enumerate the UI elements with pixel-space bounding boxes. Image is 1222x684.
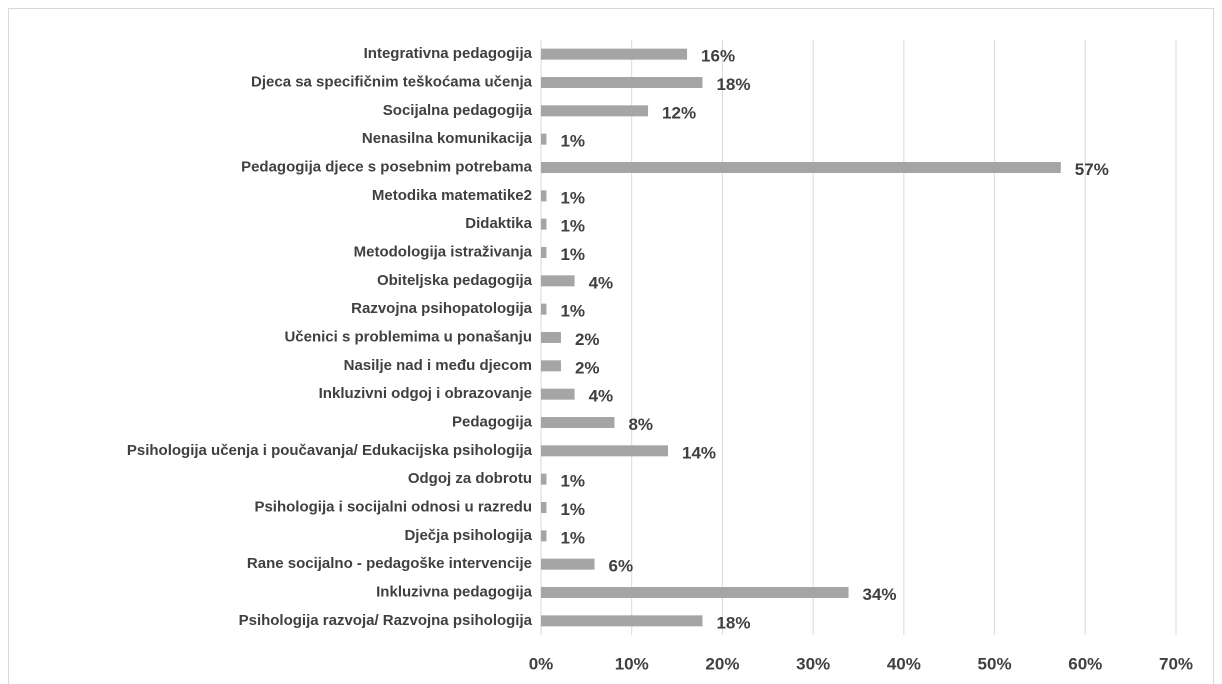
category-label: Inkluzivna pedagogija [376,583,533,600]
bar [541,502,547,513]
data-label: 18% [716,613,750,632]
x-tick-label: 30% [796,654,830,673]
data-label: 6% [609,557,634,576]
data-label: 34% [863,585,897,604]
data-label: 1% [560,500,585,519]
category-label: Psihologija razvoja/ Razvojna psihologij… [239,612,533,629]
data-label: 2% [575,358,600,377]
category-label: Rane socijalno - pedagoške intervencije [247,555,532,572]
data-label: 1% [560,217,585,236]
bar [541,162,1061,173]
bar [541,133,547,145]
category-label: Metodika matematike2 [372,187,532,204]
bar [541,473,547,485]
data-label: 18% [716,75,750,94]
bar [541,587,849,598]
bar [541,445,668,457]
category-label: Psihologija učenja i poučavanja/ Edukaci… [127,442,533,459]
data-label: 1% [560,528,585,547]
x-tick-label: 70% [1159,654,1193,673]
bar [541,417,615,428]
data-label: 2% [575,330,600,349]
data-label: 1% [560,472,585,491]
bar [541,615,703,627]
bar [541,247,547,258]
category-label: Učenici s problemima u ponašanju [284,328,532,345]
category-label: Didaktika [465,215,532,232]
bar [541,360,561,372]
category-label: Razvojna psihopatologija [351,300,533,317]
category-label: Psihologija i socijalni odnosi u razredu [254,498,532,515]
category-label: Socijalna pedagogija [383,102,533,119]
x-tick-label: 0% [529,654,554,673]
category-label: Integrativna pedagogija [364,45,533,62]
x-tick-label: 60% [1068,654,1102,673]
data-label: 57% [1075,160,1109,179]
data-label: 1% [560,188,585,207]
x-tick-label: 20% [705,654,739,673]
bar [541,530,547,542]
x-tick-label: 50% [978,654,1012,673]
bar [541,332,561,343]
bar [541,275,575,287]
data-label: 16% [701,47,735,66]
x-tick-label: 40% [887,654,921,673]
bar [541,388,575,400]
x-tick-label: 10% [615,654,649,673]
category-label: Nenasilna komunikacija [362,130,533,147]
data-label: 14% [682,443,716,462]
bar [541,218,547,230]
data-label: 12% [662,103,696,122]
category-label: Pedagogija [452,413,533,430]
category-label: Dječja psihologija [404,527,532,544]
category-label: Pedagogija djece s posebnim potrebama [241,158,533,175]
chart-border [8,8,1214,684]
data-label: 8% [628,415,653,434]
bar [541,558,595,570]
data-label: 1% [560,132,585,151]
bar [541,105,649,117]
category-label: Inkluzivni odgoj i obrazovanje [319,385,532,402]
category-label: Obiteljska pedagogija [377,272,533,289]
category-label: Djeca sa specifičnim teškoćama učenja [251,73,533,90]
bar [541,77,703,88]
data-label: 4% [589,273,614,292]
data-label: 1% [560,245,585,264]
category-label: Metodologija istraživanja [354,243,533,260]
bar [541,303,547,315]
bar [541,190,547,202]
data-label: 1% [560,302,585,321]
data-label: 4% [589,387,614,406]
bar [541,48,688,60]
category-label: Nasilje nad i među djecom [344,357,532,374]
category-label: Odgoj za dobrotu [408,470,532,487]
